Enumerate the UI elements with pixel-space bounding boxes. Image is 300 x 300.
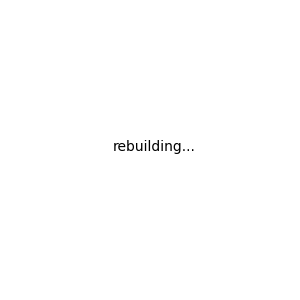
Text: rebuilding...: rebuilding... (112, 140, 195, 154)
